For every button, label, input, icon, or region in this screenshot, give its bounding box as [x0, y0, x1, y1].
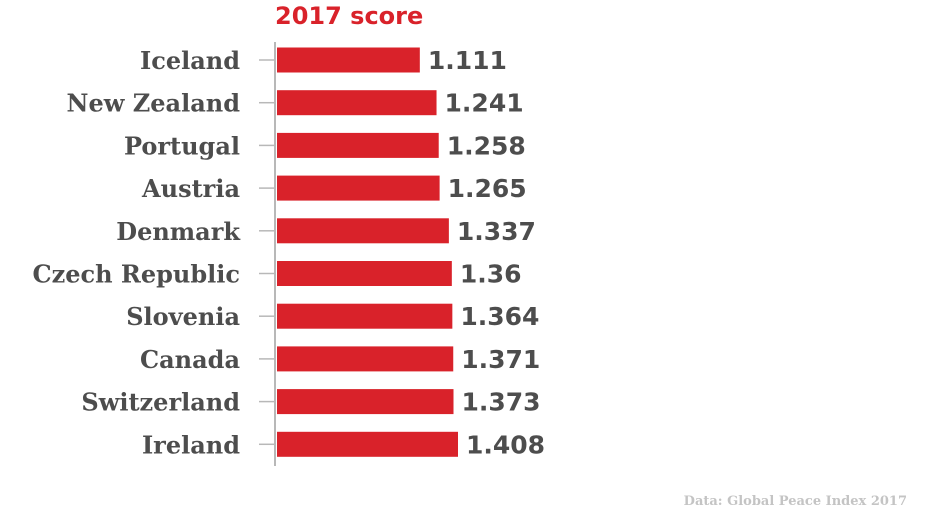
value-label: 1.337: [457, 217, 536, 246]
category-label: Portugal: [124, 131, 240, 160]
bar: [277, 389, 454, 415]
bars-group: Iceland 1.111 New Zealand 1.241 Portugal 1.25…: [33, 46, 546, 459]
value-label: 1.241: [445, 89, 524, 118]
category-label: Czech Republic: [33, 260, 241, 289]
bar: [277, 218, 449, 244]
value-label: 1.258: [447, 131, 526, 160]
bar: [277, 303, 453, 329]
category-label: Switzerland: [81, 388, 240, 417]
bar: [277, 431, 458, 457]
category-label: Canada: [140, 345, 240, 374]
value-label: 1.408: [466, 430, 545, 459]
bar: [277, 47, 420, 73]
source-note: Data: Global Peace Index 2017: [684, 494, 907, 509]
category-label: Denmark: [116, 217, 241, 246]
value-label: 1.373: [462, 388, 541, 417]
category-label: Austria: [141, 174, 240, 203]
value-label: 1.371: [461, 345, 540, 374]
value-label: 1.36: [460, 260, 522, 289]
value-label: 1.364: [460, 302, 539, 331]
category-label: Iceland: [140, 46, 240, 75]
value-label: 1.111: [428, 46, 507, 75]
chart-title: 2017 score: [275, 2, 423, 30]
value-label: 1.265: [448, 174, 527, 203]
category-label: Ireland: [142, 430, 240, 459]
bar: [277, 132, 439, 158]
category-label: New Zealand: [67, 89, 241, 118]
bar: [277, 90, 437, 116]
category-label: Slovenia: [126, 302, 240, 331]
bar: [277, 261, 452, 286]
bar: [277, 175, 440, 201]
bar: [277, 346, 454, 372]
